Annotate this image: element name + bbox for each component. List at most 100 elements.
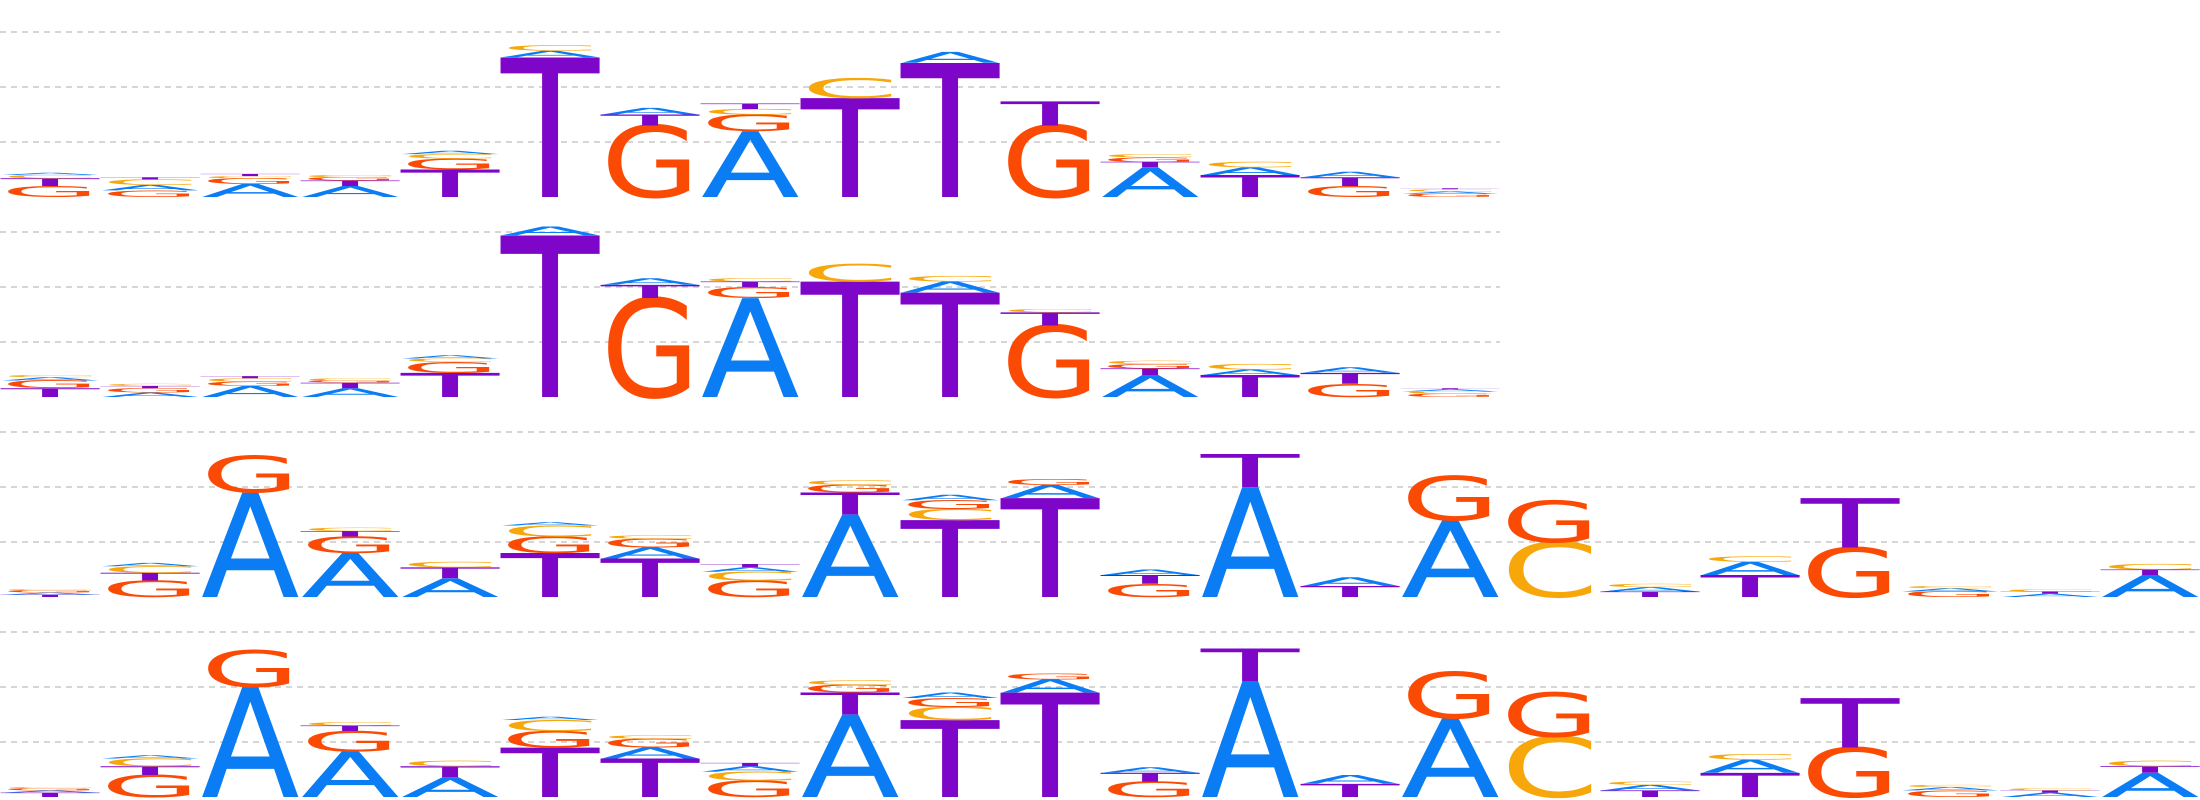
logo-column: TAC [1200,160,1300,204]
logo-column: AG [201,446,300,631]
logo-column: TAC [900,264,1000,431]
logo-letter-a: A [1901,786,2000,791]
logo-letter-g: G [1,590,100,594]
logo-column: TA [900,27,1000,241]
logo-letter-c: C [1901,585,1999,589]
logo-letter-a: A [401,354,500,359]
logo-letter-a: A [1301,170,1400,179]
logo-letter-g: G [1,379,100,391]
logo-letter-g: G [601,106,700,220]
logo-letter-g: G [501,726,600,752]
logo-letter-a: A [1301,366,1400,375]
logo-letter-c: C [301,721,399,726]
logo-letter-t: T [700,563,800,568]
logo-column: ATC [2000,589,2100,598]
logo-letter-g: G [101,769,200,800]
logo-letter-a: A [401,150,500,155]
logo-letter-t: T [500,19,600,242]
logo-letter-c: C [1,374,99,378]
logo-letter-a: A [501,716,600,721]
logo-letter-t: T [1600,590,1700,599]
logo-column: GAC [1901,585,2000,598]
logo-letter-c: C [701,277,799,282]
logo-letter-t: T [300,529,400,538]
logo-column: ATC [2100,759,2200,800]
logo-letter-a: A [301,183,400,201]
logo-letter-g: G [301,380,400,384]
logo-letter-a: A [401,573,500,603]
logo-letter-c: C [101,565,199,575]
logo-column: GT [1800,685,1900,800]
logo-letter-c: C [501,44,599,53]
logo-column: TAC [1700,555,1800,604]
logo-column: GTC [1000,306,1101,420]
logo-column: GTA [1300,366,1401,402]
logo-letter-t: T [500,735,600,800]
logo-letter-a: A [501,521,600,526]
logo-letter-g: G [1,183,100,200]
logo-column: TAC [500,19,600,242]
logo-letter-a: A [901,279,1000,297]
logo-letter-g: G [301,532,400,558]
logo-letter-g: G [1501,681,1600,751]
logo-letter-t: T [1000,664,1100,800]
logo-letter-a: A [701,765,800,774]
logo-letter-c: C [701,108,799,117]
logo-letter-t: T [1200,639,1301,692]
logo-letter-g: G [601,736,700,750]
logo-letter-g: G [1101,580,1200,601]
logo-letter-a: A [1401,697,1500,800]
logo-letter-t: T [600,281,701,302]
logo-letter-g: G [1401,659,1500,733]
logo-letter-t: T [1100,367,1200,378]
logo-letter-c: C [1701,753,1799,762]
logo-letter-a: A [1,376,100,381]
logo-letter-a: A [2101,766,2200,800]
logo-letter-t: T [400,366,501,405]
logo-letter-a: A [1101,369,1200,404]
logo-letter-g: G [901,498,1000,512]
logo-letter-c: C [801,479,899,486]
logo-letter-g: G [201,641,300,699]
logo-letter-c: C [2101,759,2199,768]
logo-letter-g: G [401,359,500,376]
logo-letter-a: A [2001,791,2100,798]
logo-letter-t: T [0,386,100,400]
logo-letter-c: C [801,73,899,105]
logo-letter-t: T [600,748,701,800]
logo-letter-t: T [400,763,501,781]
logo-letter-t: T [2100,568,2200,577]
logo-letter-a: A [1201,651,1300,800]
logo-letter-a: A [1401,389,1500,393]
logo-letter-t: T [1100,770,1200,784]
logo-letter-g: G [1801,734,1900,800]
logo-letter-a: A [201,657,300,800]
logo-letter-a: A [801,692,900,800]
logo-letter-t: T [100,177,200,181]
logo-letter-t: T [900,264,1000,431]
logo-letter-a: A [301,739,400,800]
logo-letter-c: C [301,527,399,532]
logo-letter-g: G [701,284,800,301]
logo-letter-c: C [1701,555,1799,564]
logo-letter-c: C [1601,583,1699,588]
logo-letter-g: G [1401,465,1500,535]
logo-letter-a: A [501,49,600,60]
logo-letter-a: A [701,566,800,573]
logo-column: TAC [1600,781,1700,799]
logo-letter-a: A [101,391,200,398]
